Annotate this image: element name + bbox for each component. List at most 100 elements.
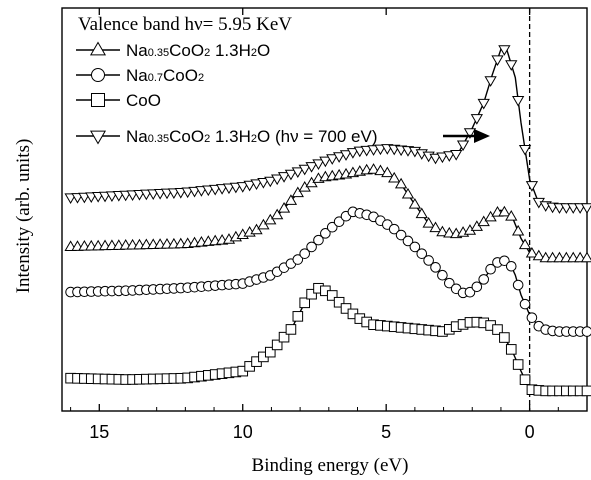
data-point <box>471 281 483 293</box>
legend-label: Na0.7CoO2 <box>126 66 204 85</box>
data-point <box>319 156 332 168</box>
data-point <box>429 221 442 233</box>
legend-item: Na0.35CoO2 1.3H2O <box>76 41 270 60</box>
data-point <box>271 174 284 186</box>
data-point <box>512 96 525 107</box>
data-point <box>505 60 518 71</box>
data-point <box>299 248 311 259</box>
legend-item: CoO <box>76 91 161 110</box>
data-point <box>306 241 317 253</box>
data-point <box>518 144 532 156</box>
data-point <box>277 172 291 183</box>
data-point <box>299 297 311 309</box>
data-point <box>257 178 270 189</box>
data-point <box>278 331 290 343</box>
data-point <box>209 184 222 196</box>
legend-marker <box>89 41 107 56</box>
data-point <box>229 182 242 194</box>
data-point <box>277 201 291 213</box>
data-point <box>499 255 510 267</box>
data-point <box>436 225 449 237</box>
x-tick-label: 5 <box>381 422 391 442</box>
legend-label: CoO <box>126 91 161 110</box>
data-point <box>353 146 366 158</box>
x-tick-label: 10 <box>233 422 253 442</box>
data-point <box>313 234 324 246</box>
series-circle <box>65 206 591 337</box>
data-point <box>264 176 277 188</box>
data-point <box>430 262 441 273</box>
data-point <box>443 277 455 289</box>
data-point <box>222 183 236 195</box>
data-point <box>519 374 531 385</box>
data-point <box>298 164 311 176</box>
data-point <box>408 198 422 209</box>
data-point <box>525 181 539 192</box>
data-point <box>374 164 387 176</box>
legend-item: Na0.35CoO2 1.3H2O (hν = 700 eV) <box>76 127 378 146</box>
data-point <box>326 154 339 165</box>
data-point <box>284 169 298 181</box>
data-point <box>512 359 524 370</box>
legend-label: Na0.35CoO2 1.3H2O (hν = 700 eV) <box>126 127 378 146</box>
data-point <box>581 385 591 397</box>
data-point <box>181 187 194 199</box>
data-point <box>195 186 208 197</box>
data-point <box>485 263 496 275</box>
data-point <box>423 255 434 266</box>
data-point <box>512 224 525 236</box>
x-axis-ticks: 15 10 5 0 <box>70 8 588 442</box>
data-point <box>492 324 503 335</box>
data-point <box>367 163 380 174</box>
data-point <box>339 150 353 161</box>
data-point <box>271 208 284 220</box>
data-point <box>512 279 524 291</box>
data-point <box>333 216 345 228</box>
data-point <box>312 159 325 170</box>
x-axis-label: Binding energy (eV) <box>252 455 409 476</box>
data-point <box>367 145 380 156</box>
data-point <box>518 238 532 250</box>
series-layer <box>64 45 591 397</box>
data-point <box>437 269 448 281</box>
data-point <box>305 162 318 173</box>
data-point <box>526 312 538 323</box>
data-point <box>264 346 276 358</box>
data-point <box>381 166 394 178</box>
data-point <box>292 254 304 265</box>
x-tick-label: 0 <box>525 422 535 442</box>
data-point <box>388 171 401 183</box>
data-point <box>470 114 483 125</box>
data-point <box>326 290 338 301</box>
series-triangle-up <box>64 163 591 263</box>
data-point <box>580 203 591 214</box>
data-point <box>257 218 270 230</box>
data-point <box>243 180 256 192</box>
legend-marker <box>91 93 105 107</box>
data-point <box>498 45 511 56</box>
data-point <box>581 326 591 337</box>
series-triangle-down <box>64 45 591 214</box>
data-point <box>402 235 414 247</box>
data-point <box>491 55 504 66</box>
data-point <box>505 210 518 221</box>
data-point <box>202 185 215 197</box>
data-point <box>346 148 360 159</box>
data-point <box>215 184 229 195</box>
data-point <box>443 226 456 238</box>
data-point <box>333 296 345 308</box>
data-point <box>291 167 304 178</box>
y-axis-label: Intensity (arb. units) <box>13 139 34 294</box>
data-point <box>250 179 263 191</box>
data-point <box>498 205 511 217</box>
data-point <box>401 187 415 199</box>
data-point <box>415 207 428 219</box>
data-point <box>416 248 428 259</box>
data-point <box>456 140 470 152</box>
data-point <box>443 151 456 162</box>
data-point <box>395 229 407 241</box>
data-point <box>532 249 545 261</box>
data-point <box>284 194 298 205</box>
x-tick-label: 15 <box>89 422 109 442</box>
